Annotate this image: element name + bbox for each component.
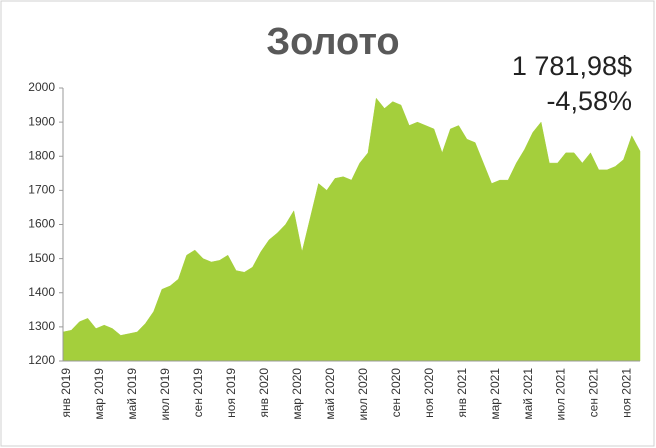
x-tick-label: май 2020 [323, 368, 337, 420]
y-tick-label: 1500 [28, 251, 55, 265]
x-tick-label: июл 2021 [554, 368, 568, 421]
chart-title: Золото [266, 21, 399, 63]
area [62, 97, 641, 362]
x-tick-label: май 2021 [521, 368, 535, 420]
x-tick-label: июл 2020 [356, 368, 370, 421]
x-tick-label: мар 2020 [290, 368, 304, 420]
y-tick-label: 1700 [28, 183, 55, 197]
x-tick-label: мар 2021 [488, 368, 502, 420]
x-tick-label: сен 2021 [587, 368, 601, 418]
x-tick-label: янв 2020 [257, 368, 271, 418]
y-tick-label: 1400 [28, 285, 55, 299]
y-tick-label: 1300 [28, 319, 55, 333]
x-tick-label: ноя 2021 [620, 368, 634, 418]
x-tick-label: май 2019 [125, 368, 139, 420]
x-tick-label: июл 2019 [158, 368, 172, 421]
y-tick-label: 1600 [28, 217, 55, 231]
y-tick-label: 1900 [28, 114, 55, 128]
y-tick-label: 2000 [28, 80, 55, 94]
x-tick-label: мар 2019 [92, 368, 106, 420]
x-tick-label: сен 2019 [191, 368, 205, 418]
y-tick-label: 1800 [28, 148, 55, 162]
x-tick-label: ноя 2020 [422, 368, 436, 418]
price-annotation: 1 781,98$ [512, 51, 632, 81]
change-annotation: -4,58% [546, 86, 632, 116]
x-tick-label: янв 2021 [455, 368, 469, 418]
y-tick-label: 1200 [28, 353, 55, 367]
x-tick-label: янв 2019 [59, 368, 73, 418]
x-tick-label: ноя 2019 [224, 368, 238, 418]
x-tick-label: сен 2020 [389, 368, 403, 418]
